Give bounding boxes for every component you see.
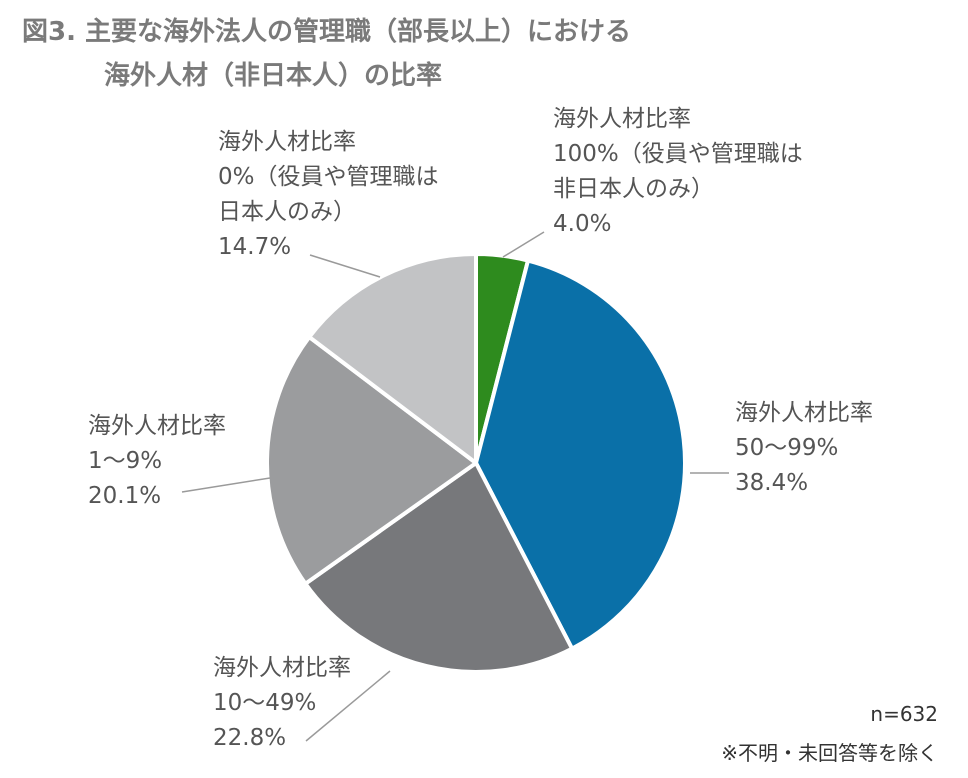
slice-0pct-category-label: 日本人のみ）	[218, 199, 356, 225]
slice-1-9pct	[265, 334, 478, 586]
slice-100pct-label: 海外人材比率 100%（役員や管理職は非日本人のみ） 4.0%	[553, 106, 803, 237]
leader-lines	[181, 231, 729, 742]
slice-0pct	[307, 252, 478, 465]
slice-10-49pct-label: 海外人材比率 10〜49% 22.8%	[213, 655, 351, 751]
slice-10-49pct-leader-line	[305, 670, 391, 742]
slice-1-9pct-category-label: 1〜9%	[88, 448, 162, 474]
slice-0pct-category-label: 海外人材比率	[218, 129, 356, 155]
slice-labels: 海外人材比率 100%（役員や管理職は非日本人のみ） 4.0% 海外人材比率 50〜99…	[88, 106, 873, 751]
slice-0pct-category-label: 0%（役員や管理職は	[218, 164, 439, 190]
sample-size-note: n=632	[870, 702, 938, 726]
slice-1-9pct-value-label: 20.1%	[88, 483, 161, 509]
slice-50-99pct	[474, 258, 687, 651]
chart-title: 図3. 主要な海外法人の管理職（部長以上）における 海外人材（非日本人）の比率	[22, 10, 631, 98]
slice-100pct-leader-line	[502, 231, 545, 258]
slice-10-49pct-category-label: 10〜49%	[213, 690, 316, 716]
exclusion-note: ※不明・未回答等を除く	[721, 741, 938, 765]
slice-100pct-category-label: 100%（役員や管理職は	[553, 141, 803, 167]
slice-100pct-category-label: 非日本人のみ）	[553, 176, 714, 202]
slice-1-9pct-category-label: 海外人材比率	[88, 413, 226, 439]
slice-10-49pct-category-label: 海外人材比率	[213, 655, 351, 681]
slice-0pct-label: 海外人材比率 0%（役員や管理職は日本人のみ） 14.7%	[218, 129, 439, 260]
slice-1-9pct-leader-line	[181, 477, 271, 493]
slice-100pct-value-label: 4.0%	[553, 211, 611, 237]
slice-50-99pct-category-label: 50〜99%	[735, 435, 838, 461]
slice-10-49pct-value-label: 22.8%	[213, 725, 286, 751]
slice-50-99pct-label: 海外人材比率 50〜99% 38.4%	[735, 400, 873, 496]
slice-0pct-value-label: 14.7%	[218, 234, 291, 260]
slice-0pct-leader-line	[309, 254, 381, 278]
slice-50-99pct-category-label: 海外人材比率	[735, 400, 873, 426]
pie-slices	[265, 252, 687, 674]
slice-10-49pct	[303, 461, 575, 674]
slice-100pct-category-label: 海外人材比率	[553, 106, 691, 132]
chart-title-line2: 海外人材（非日本人）の比率	[104, 61, 443, 91]
chart-title-line1: 図3. 主要な海外法人の管理職（部長以上）における	[22, 17, 632, 47]
slice-50-99pct-value-label: 38.4%	[735, 470, 808, 496]
slice-1-9pct-label: 海外人材比率 1〜9% 20.1%	[88, 413, 226, 509]
